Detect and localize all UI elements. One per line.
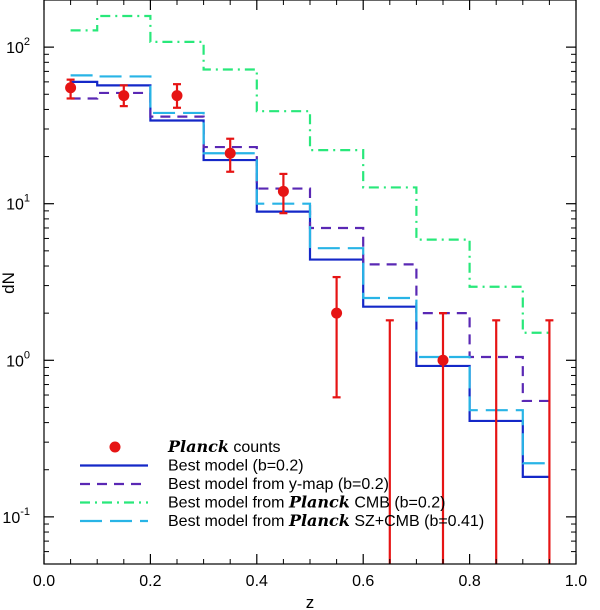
y-tick-label: 10-1 [2,506,30,527]
x-axis-label: z [306,593,315,610]
legend-label: Best model from Planck SZ+CMB (b=0.41) [168,511,484,530]
legend-entry-1: Planck counts [109,437,281,456]
legend-label: Best model (b=0.2) [168,458,304,475]
y-tick-label: 101 [6,193,30,214]
data-point [437,354,449,366]
x-tick-label: 1.0 [565,573,587,590]
data-point [118,90,130,102]
series-layer [70,14,550,478]
y-axis-label: dN [0,272,18,294]
data-point [171,90,183,102]
data-point [65,82,77,94]
x-tick-label: 0.4 [246,573,268,590]
legend-entry-4: Best model from Planck CMB (b=0.2) [80,493,445,512]
x-tick-label: 0.0 [33,573,55,590]
x-tick-label: 0.8 [458,573,480,590]
x-tick-label: 0.6 [352,573,374,590]
series-line-3 [70,14,550,334]
y-tick-label: 100 [6,349,30,370]
x-tick-label: 0.2 [139,573,161,590]
data-point [331,307,343,319]
data-point [224,147,236,159]
legend-marker [109,441,121,453]
legend-entry-3: Best model from y-map (b=0.2) [80,476,389,493]
points-layer [65,78,554,564]
y-tick-label: 102 [6,36,30,57]
data-point [277,185,289,197]
series-line-4 [70,74,550,465]
legend-label: Best model from Planck CMB (b=0.2) [168,493,445,512]
axes-layer: 0.0 0.2 0.4 0.6 0.8 1.0 10-1 100 101 102 [2,0,587,590]
legend-label: Best model from y-map (b=0.2) [168,476,389,493]
legend-entry-5: Best model from Planck SZ+CMB (b=0.41) [80,511,484,530]
legend-label: Planck counts [167,437,281,456]
legend-entry-2: Best model (b=0.2) [80,458,304,475]
